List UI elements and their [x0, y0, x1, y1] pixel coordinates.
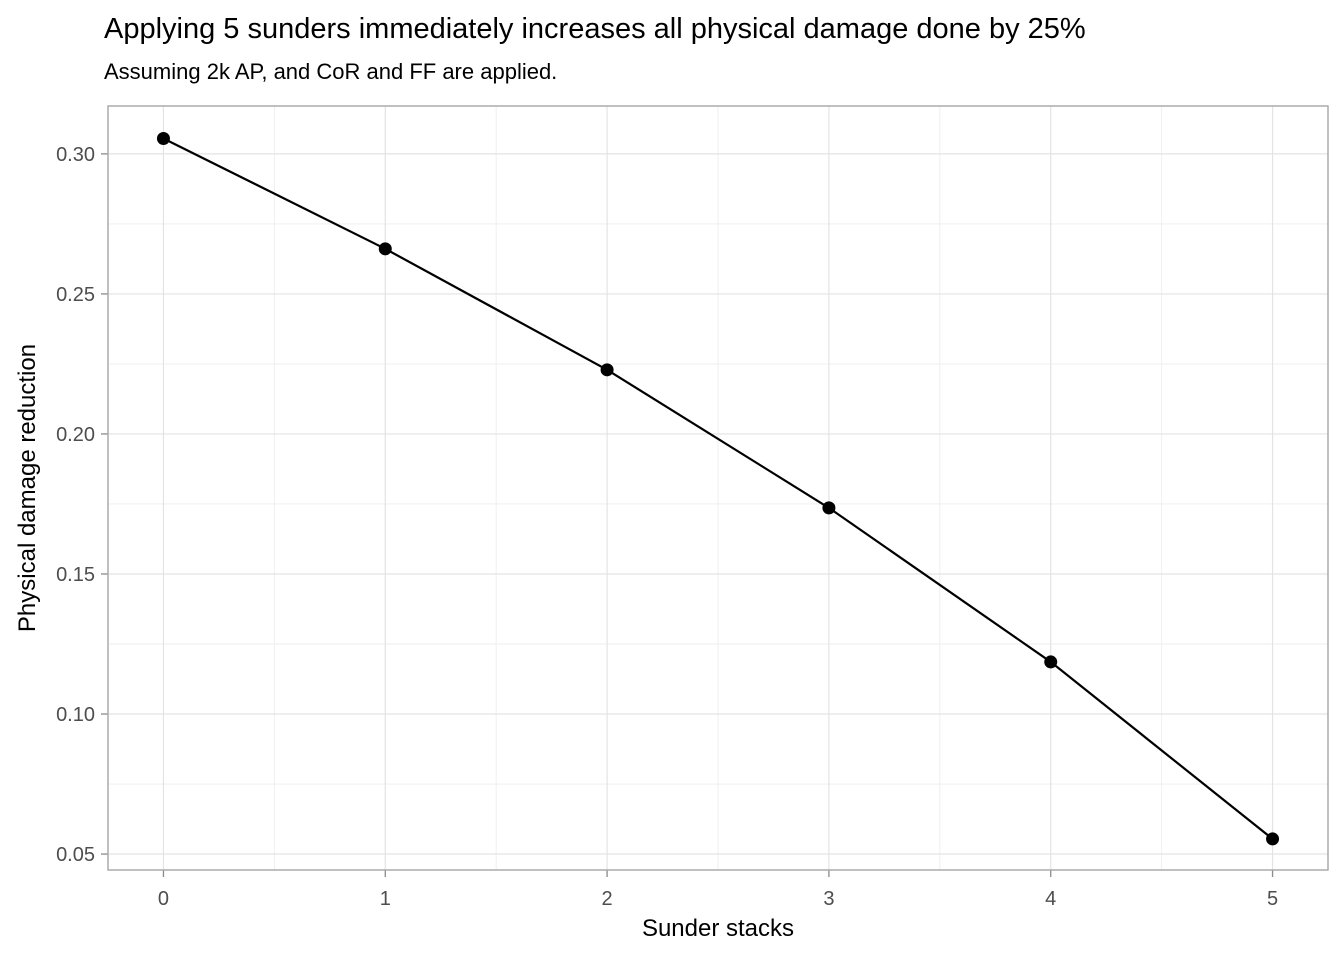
x-tick-label: 0: [158, 888, 169, 910]
x-tick-label: 5: [1267, 888, 1278, 910]
y-axis-title: Physical damage reduction: [14, 343, 41, 633]
data-point: [1044, 655, 1058, 669]
y-tick-label: 0.15: [56, 564, 95, 586]
panel-border: [107, 105, 1329, 871]
chart-subtitle: Assuming 2k AP, and CoR and FF are appli…: [104, 59, 558, 84]
data-point: [156, 131, 170, 145]
data-point: [600, 363, 614, 377]
x-tick-label: 2: [602, 888, 613, 910]
y-tick-label: 0.10: [56, 704, 95, 726]
x-axis-title: Sunder stacks: [641, 915, 795, 942]
data-line: [162, 137, 1274, 840]
y-tick-label: 0.20: [56, 424, 95, 446]
x-tick-label: 1: [380, 888, 391, 910]
y-tick-label: 0.25: [56, 284, 95, 306]
y-tick-label: 0.05: [56, 844, 95, 866]
chart-title: Applying 5 sunders immediately increases…: [104, 13, 1086, 45]
x-tick-label: 4: [1045, 888, 1056, 910]
y-tick-label: 0.30: [56, 144, 95, 166]
data-point: [1266, 832, 1280, 846]
data-point: [378, 242, 392, 256]
x-tick-label: 3: [823, 888, 834, 910]
data-point: [822, 501, 836, 515]
